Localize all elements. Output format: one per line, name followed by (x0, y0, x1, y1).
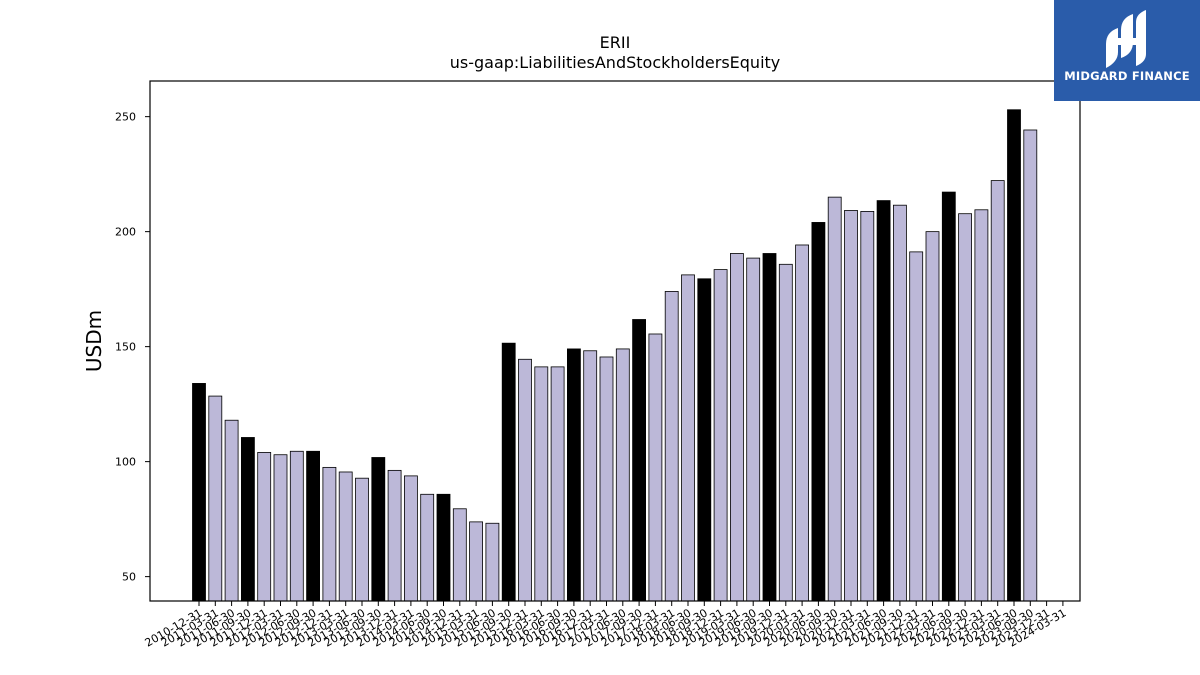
bar (990, 180, 1005, 602)
bar (208, 395, 223, 602)
bar (827, 196, 842, 602)
bar (811, 222, 826, 602)
bar (632, 319, 646, 602)
y-tick-label: 50 (122, 571, 136, 584)
bar (909, 251, 924, 602)
y-tick-label: 200 (115, 226, 136, 239)
bar (436, 493, 451, 602)
bar (778, 263, 793, 602)
bar (664, 291, 679, 602)
bar (420, 493, 435, 602)
y-tick-label: 150 (115, 341, 136, 354)
y-axis: 50 100 150 200 250 (115, 111, 150, 584)
bar (306, 450, 321, 602)
bar (452, 508, 467, 602)
bar (615, 348, 630, 602)
bar (273, 454, 288, 602)
bar (550, 366, 565, 602)
bar (795, 244, 809, 602)
y-tick-label: 250 (115, 111, 136, 124)
bar (192, 383, 206, 602)
bar (762, 253, 777, 602)
bar (730, 253, 744, 602)
bar-series (192, 109, 1038, 602)
brand-name: MIDGARD FINANCE (1064, 69, 1190, 83)
bar (355, 477, 369, 602)
brand-logo: MIDGARD FINANCE (1054, 0, 1200, 101)
bar (403, 475, 418, 602)
bar (1007, 109, 1021, 602)
chart-title: ERII (600, 33, 631, 52)
plot-frame (149, 80, 1081, 602)
bar (534, 366, 549, 602)
bar (925, 231, 940, 602)
bar (681, 274, 695, 602)
bar (844, 210, 858, 602)
bar (697, 278, 712, 602)
bar (746, 257, 761, 602)
bar (501, 342, 516, 602)
bar (974, 209, 989, 602)
y-axis-label: USDm (82, 310, 106, 372)
bar (387, 469, 402, 602)
bar (240, 437, 255, 602)
bar (583, 350, 598, 602)
bar (338, 471, 353, 602)
midgard-logo-icon (1106, 10, 1146, 68)
y-tick-label: 100 (115, 456, 136, 469)
bar (1023, 129, 1038, 602)
bar (257, 452, 272, 602)
bar (893, 204, 907, 602)
bar (860, 210, 875, 602)
bar (941, 191, 956, 602)
bar (518, 358, 532, 602)
bar (648, 333, 663, 602)
bar (599, 356, 614, 602)
bar (469, 521, 484, 602)
bar (958, 213, 972, 602)
bar (713, 269, 728, 602)
bar (876, 200, 891, 602)
x-axis: 2010-12-312011-03-312011-06-302011-09-30… (143, 601, 1068, 650)
bar (322, 466, 337, 602)
bar (567, 348, 581, 602)
chart-subtitle: us-gaap:LiabilitiesAndStockholdersEquity (450, 53, 781, 72)
bar (371, 457, 386, 602)
bar (485, 522, 500, 602)
bar (289, 450, 304, 602)
bar (224, 419, 239, 602)
